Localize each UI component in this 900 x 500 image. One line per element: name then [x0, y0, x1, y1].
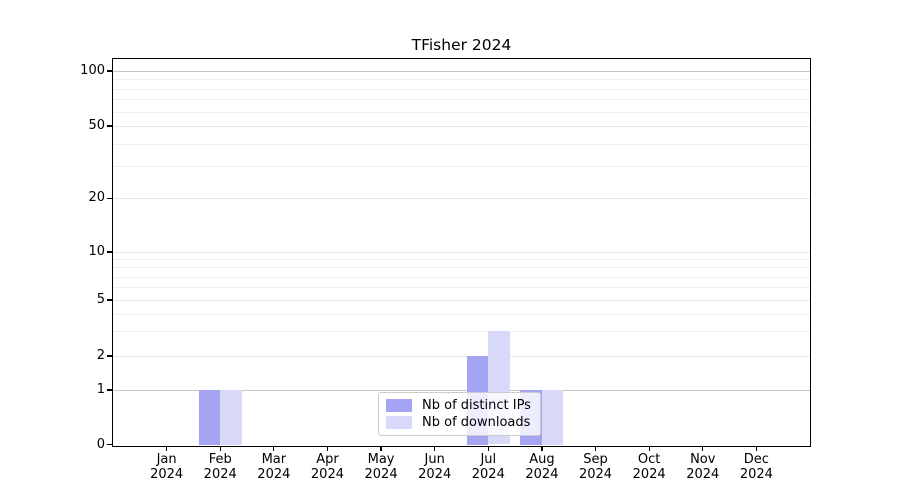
- x-tick-label: Jun 2024: [418, 452, 452, 482]
- gridline: [113, 300, 810, 301]
- x-tick: [487, 446, 489, 451]
- x-tick: [541, 446, 543, 451]
- minor-gridline: [113, 259, 810, 261]
- legend-item-distinct-ips: Nb of distinct IPs: [386, 398, 532, 413]
- y-tick-label: 20: [88, 190, 105, 206]
- y-tick-label: 100: [80, 63, 105, 78]
- gridline: [113, 390, 810, 391]
- legend-swatch-distinct-ips-icon: [386, 399, 412, 412]
- x-tick: [702, 446, 704, 451]
- y-tick: [107, 299, 112, 301]
- y-tick-label: 5: [96, 292, 105, 307]
- y-tick-label: 2: [96, 348, 105, 363]
- bar-downloads: [541, 390, 564, 445]
- minor-gridline: [113, 287, 810, 289]
- y-tick-label: 10: [88, 244, 105, 259]
- minor-gridline: [113, 99, 810, 101]
- minor-gridline: [113, 111, 810, 113]
- minor-gridline: [113, 313, 810, 315]
- legend-item-downloads: Nb of downloads: [386, 415, 532, 430]
- y-tick: [107, 70, 112, 72]
- x-tick: [380, 446, 382, 451]
- gridline: [113, 126, 810, 127]
- minor-gridline: [113, 331, 810, 333]
- legend: Nb of distinct IPs Nb of downloads: [378, 392, 541, 436]
- x-tick-label: Nov 2024: [686, 452, 720, 482]
- x-tick-label: Oct 2024: [632, 452, 666, 482]
- x-tick: [648, 446, 650, 451]
- x-tick: [273, 446, 275, 451]
- y-tick: [107, 389, 112, 391]
- chart-title: TFisher 2024: [411, 36, 512, 54]
- minor-gridline: [113, 267, 810, 269]
- bar-downloads: [220, 390, 242, 445]
- x-tick-label: Dec 2024: [739, 452, 773, 482]
- bar-distinct-ips: [198, 390, 221, 445]
- y-tick-label: 0: [96, 436, 105, 452]
- y-tick: [107, 251, 112, 253]
- x-tick-label: Aug 2024: [525, 452, 559, 482]
- x-tick-label: Jan 2024: [150, 452, 184, 482]
- minor-gridline: [113, 276, 810, 278]
- gridline: [113, 356, 810, 357]
- y-tick: [107, 125, 112, 127]
- x-tick-label: Apr 2024: [310, 452, 344, 482]
- x-tick-label: Jul 2024: [471, 452, 505, 482]
- y-tick: [107, 355, 112, 357]
- x-tick: [755, 446, 757, 451]
- y-tick: [107, 197, 112, 199]
- x-tick-label: Sep 2024: [578, 452, 613, 482]
- minor-gridline: [113, 166, 810, 168]
- x-tick: [594, 446, 597, 451]
- x-tick-label: May 2024: [364, 452, 398, 482]
- gridline: [113, 252, 810, 253]
- minor-gridline: [113, 79, 810, 81]
- legend-label-distinct-ips: Nb of distinct IPs: [422, 398, 531, 413]
- y-tick-label: 50: [88, 118, 105, 133]
- x-tick: [434, 446, 436, 451]
- plot-area: [113, 59, 810, 445]
- gridline: [113, 198, 810, 200]
- x-tick: [166, 446, 168, 451]
- legend-swatch-downloads-icon: [386, 416, 412, 429]
- minor-gridline: [113, 88, 810, 90]
- y-tick: [107, 443, 112, 446]
- x-tick: [219, 446, 221, 451]
- legend-label-downloads: Nb of downloads: [422, 415, 531, 430]
- x-tick: [326, 446, 329, 451]
- gridline: [113, 71, 810, 72]
- x-tick-label: Feb 2024: [203, 452, 237, 482]
- x-tick-label: Mar 2024: [257, 452, 291, 482]
- y-tick-label: 1: [96, 382, 105, 397]
- minor-gridline: [113, 143, 810, 145]
